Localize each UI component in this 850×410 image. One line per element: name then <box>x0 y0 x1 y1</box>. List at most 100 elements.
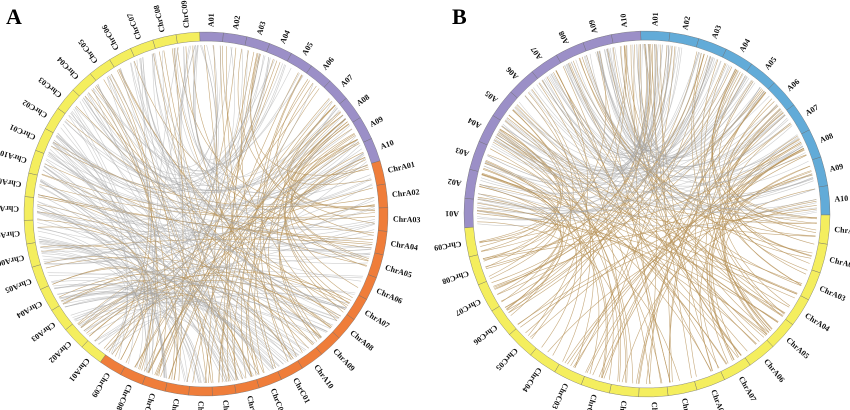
panel-b-chromosome-label: A10 <box>834 194 848 204</box>
panel-b-link-gray <box>570 47 681 151</box>
panel-b-chromosome-label: ChrC03 <box>550 382 570 410</box>
panel-a-chromosome-label: A08 <box>355 92 371 107</box>
panel-a-link-gray <box>64 63 283 185</box>
panel-a-link-gray <box>56 134 375 224</box>
panel-b-chromosome-label: A05 <box>763 55 779 71</box>
panel-a-link-gray <box>183 46 375 230</box>
panel-a-link-gray <box>61 293 246 379</box>
panel-a-link-gray <box>84 308 205 384</box>
panel-a-link-gray <box>72 106 337 318</box>
panel-a-chromosome-label: ChrC05 <box>76 38 99 66</box>
panel-b-segment-purple <box>469 141 488 172</box>
panel-a-link-gray <box>92 88 236 381</box>
panel-b-link-gold <box>529 122 791 338</box>
panel-a-link-gold <box>65 119 368 266</box>
panel-b-link-gold <box>630 44 742 356</box>
panel-a-links <box>36 44 376 384</box>
panel-a-chromosome-label: A03 <box>255 20 268 36</box>
panel-b-link-gold <box>668 91 766 383</box>
panel-a-link-gray <box>87 197 375 335</box>
panel-b-chromosome-label: A06 <box>504 65 520 81</box>
panel-a-chromosome-label: ChrA02 <box>47 339 73 364</box>
panel-b-segment-purple <box>478 115 501 146</box>
panel-a-link-gray <box>94 50 248 341</box>
panel-b-segment-yellow <box>694 371 725 391</box>
panel-a-link-gray <box>39 185 185 382</box>
panel-b-link-gray <box>491 70 739 184</box>
panel-b-link-gray <box>477 58 716 208</box>
panel-a-link-gray <box>107 76 351 188</box>
panel-b-chromosome-label: ChrA05 <box>784 336 811 361</box>
panel-a-link-gray <box>53 284 252 378</box>
panel-b-link-gold <box>586 138 800 374</box>
panel-a-chromosome-label: ChrC07 <box>125 12 143 41</box>
panel-b-link-gold <box>504 62 726 308</box>
panel-a-segment-yellow <box>152 34 178 49</box>
panel-b-link-gold <box>722 124 792 330</box>
panel-a-chromosome-label: A02 <box>231 15 242 30</box>
panel-b-link-gold <box>479 186 607 378</box>
panel-a-chromosome-label: ChrC05 <box>196 401 206 410</box>
panel-b-link-gray <box>536 46 679 159</box>
panel-b-segment-yellow <box>468 254 487 286</box>
panel-a-link-gray <box>44 163 368 264</box>
panel-b-link-gray <box>609 47 785 167</box>
panel-b-chromosome-label: A04 <box>737 37 752 53</box>
panel-b-link-gray <box>505 76 748 175</box>
panel-a-link-gray <box>75 302 305 352</box>
panel-b-link-gold <box>496 134 798 294</box>
panel-a-link-gray <box>62 292 331 329</box>
panel-b-chromosome-label: ChrC05 <box>494 346 520 372</box>
panel-b-link-gray <box>478 136 799 212</box>
panel-a-link-gray <box>78 46 235 326</box>
panel-a-link-gray <box>71 110 344 194</box>
panel-b-link-gold <box>482 169 600 375</box>
panel-a-link-gold <box>294 141 375 207</box>
panel-a-link-gray <box>86 93 340 319</box>
panel-a-link-gray <box>42 169 289 362</box>
panel-a-link-gray <box>54 284 300 356</box>
panel-b-chromosome-label: ChrC01 <box>616 400 628 410</box>
panel-a-link-gray <box>181 45 299 356</box>
panel-a-chromosome-label: A05 <box>300 41 315 57</box>
panel-a-link-gray <box>48 152 328 332</box>
panel-a-link-gold <box>41 173 376 220</box>
panel-a-chromosome-label: ChrA05 <box>384 263 413 280</box>
panel-b-segment-yellow <box>811 242 828 274</box>
panel-a-link-gray <box>136 59 252 378</box>
panel-a-chromosome-label: ChrC01 <box>291 376 312 405</box>
panel-b-link-gray <box>477 57 714 227</box>
panel-a-link-gray <box>68 115 128 359</box>
panel-b-link-gold <box>516 104 803 284</box>
panel-a-link-gray <box>38 236 347 309</box>
panel-b-link-gold <box>703 63 785 315</box>
panel-a-link-gray <box>94 293 350 342</box>
panel-a-link-gold <box>254 74 302 369</box>
panel-a-chromosome-label: ChrC06 <box>100 23 121 52</box>
panel-a-link-gold <box>226 46 274 370</box>
panel-a-segment-orange <box>164 382 190 396</box>
panel-a-chromosome-label: ChrC09 <box>90 371 112 399</box>
panel-a-chromosome-label: ChrC03 <box>37 75 64 99</box>
panel-a-chromosome-label: A06 <box>320 55 336 71</box>
panel-a-link-gray <box>139 58 370 258</box>
panel-b-link-gray <box>496 114 786 187</box>
panel-a-link-gray <box>39 181 375 235</box>
panel-a-chromosome-label: ChrA04 <box>15 299 44 320</box>
panel-a-link-gray <box>36 57 270 223</box>
panel-b-link-gold <box>724 188 816 335</box>
panel-a-link-gold <box>153 53 231 382</box>
panel-a-link-gray <box>97 44 219 345</box>
panel-a-segment-orange <box>358 274 377 300</box>
panel-b-link-gray <box>498 73 744 179</box>
panel-b-chromosome-label: ChrA08 <box>709 388 727 410</box>
panel-a-link-gray <box>36 212 277 369</box>
panel-b-chromosome-label: ChrC08 <box>441 269 470 286</box>
panel-a-link-gold <box>108 75 150 353</box>
panel-b-chromosome-label: A08 <box>818 131 834 145</box>
panel-a-link-gold <box>61 266 349 306</box>
panel-a-link-gold <box>250 53 374 236</box>
panel-a-segment-orange <box>234 379 260 394</box>
panel-a-circos-plot: A A01 A02 A03A04A05A06A07A08A09A10ChrA01Ch… <box>0 0 421 410</box>
panel-b-chromosome-label: ChrA10 <box>650 402 660 410</box>
